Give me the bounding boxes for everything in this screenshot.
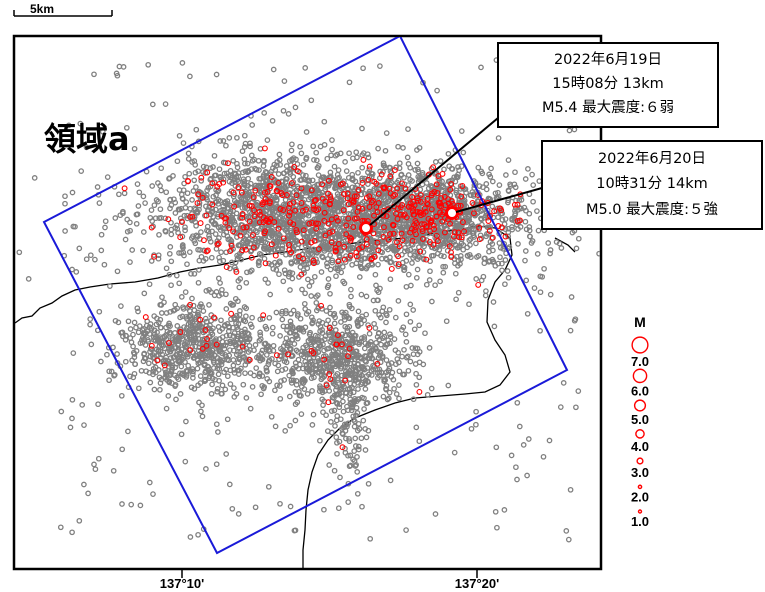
scale-bar-label: 5km [30,2,54,16]
legend-label-m5-0: 5.0 [631,412,649,427]
legend-label-m4-0: 4.0 [631,439,649,454]
lon-tick-label-1: 137°10' [160,576,204,591]
callout-2-magnitude-intensity: M5.0 最大震度:５強 [586,201,719,218]
callout-box-2: 2022年6月20日 10時31分 14km M5.0 最大震度:５強 [541,140,763,230]
legend-label-m3-0: 3.0 [631,465,649,480]
legend-label-m7-0: 7.0 [631,354,649,369]
legend-title: M [634,314,646,330]
magnitude-legend: M 7.0 6.0 5.0 4.0 3.0 2.0 1.0 [631,314,649,529]
lon-ticks: 137°10' 137°20' [160,569,499,591]
mainshock-marker-1 [359,221,373,235]
legend-symbol-m5-0 [633,399,647,412]
legend-label-m6-0: 6.0 [631,384,649,399]
lon-tick-label-2: 137°20' [455,576,499,591]
legend-symbol-m7-0 [631,336,649,354]
legend-symbol-m4-0 [635,429,645,439]
region-label: 領域a [44,120,130,158]
callout-1-time-depth: 15時08分 13km [552,75,663,92]
map-frame [12,34,603,571]
callout-2-date: 2022年6月20日 [598,150,706,167]
coastline [15,225,576,568]
legend-symbol-m3-0 [636,457,644,465]
highlighted-events [121,145,581,451]
leader-lines [369,117,543,226]
callout-1-date: 2022年6月19日 [554,51,662,68]
legend-label-m2-0: 2.0 [631,490,649,505]
scale-bar: 5km [13,2,113,17]
region-outline [42,37,569,555]
mainshock-marker-2 [445,206,459,220]
legend-symbol-m1-0 [637,509,643,514]
legend-label-m1-0: 1.0 [631,514,649,529]
legend-symbol-m6-0 [632,368,648,384]
callout-box-1: 2022年6月19日 15時08分 13km M5.4 最大震度:６弱 [497,42,719,128]
legend-symbol-m2-0 [637,484,643,490]
callout-1-magnitude-intensity: M5.4 最大震度:６弱 [542,99,674,116]
mainshock-markers [359,206,459,235]
callout-2-time-depth: 10時31分 14km [596,175,707,192]
